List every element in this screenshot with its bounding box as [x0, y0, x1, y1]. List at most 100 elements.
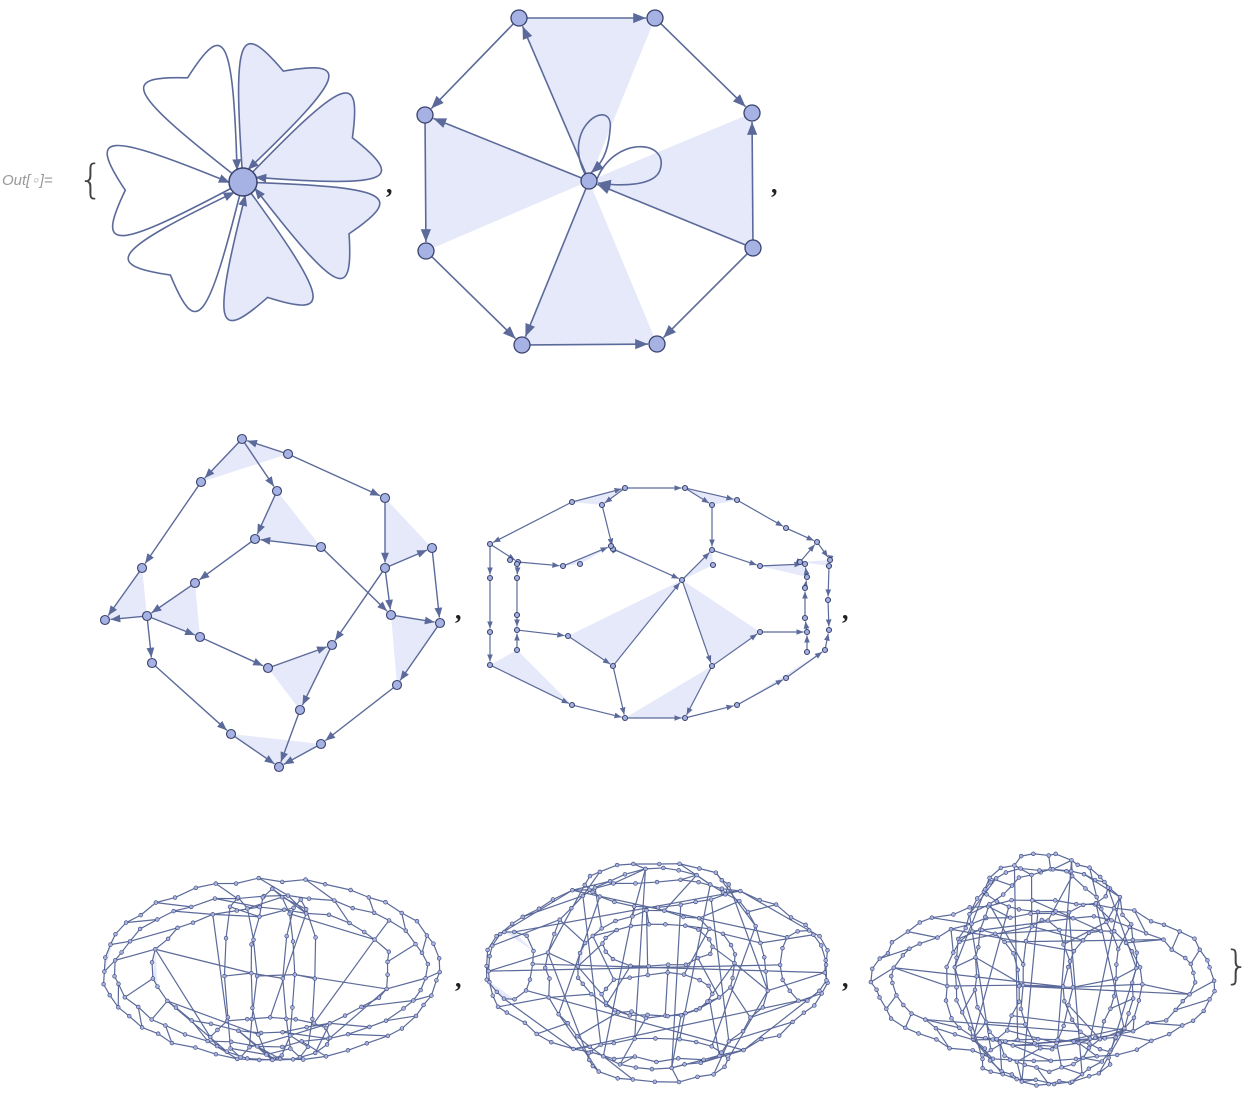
g3-vertex: [236, 433, 248, 445]
g5-edge: [325, 1049, 349, 1057]
g4-edge: [565, 546, 609, 566]
g6-vertex: [711, 1072, 716, 1077]
g5-vertex: [193, 1045, 198, 1050]
g6-vertex: [487, 979, 492, 985]
g5-vertex: [372, 937, 377, 942]
g6-vertex: [726, 1039, 732, 1044]
g5-edge: [167, 927, 178, 940]
g6-edge: [532, 963, 825, 974]
g7-edge: [1036, 1044, 1056, 1048]
g7-edge: [1168, 1024, 1183, 1035]
g7-vertex: [1046, 1081, 1051, 1087]
g7-vertex: [944, 983, 950, 989]
g5-vertex: [236, 1028, 241, 1033]
g3-edge: [144, 485, 200, 564]
g6-edge: [699, 867, 717, 874]
g6-edge: [617, 1077, 633, 1081]
g7-vertex: [1023, 1022, 1028, 1027]
g5-edge: [352, 907, 375, 914]
g6-edge: [630, 923, 650, 927]
g7-vertex: [1055, 1037, 1060, 1042]
g7-edge: [1095, 903, 1125, 1030]
g5-edge: [260, 1031, 283, 1034]
g7-vertex: [1087, 1036, 1093, 1041]
g6-edge: [738, 900, 749, 913]
g7-vertex: [947, 1046, 952, 1051]
g7-vertex: [954, 955, 959, 960]
g7-vertex: [994, 899, 1000, 904]
g7-edge: [1071, 1019, 1081, 1033]
g7-vertex: [1053, 1044, 1059, 1049]
g6-edge: [767, 972, 825, 992]
g7-vertex: [1035, 909, 1041, 915]
g6-edge: [602, 906, 635, 1057]
g7-vertex: [891, 965, 897, 970]
g5-vertex: [313, 935, 318, 940]
g5-edge: [157, 1033, 173, 1044]
g6-edge: [497, 996, 549, 1008]
g7-edge: [925, 1018, 960, 1029]
g7-edge: [1048, 855, 1052, 870]
g6-edge: [536, 1022, 568, 1035]
g7-vertex: [1070, 1079, 1075, 1084]
g3-vertex: [294, 704, 306, 716]
g7-edge: [891, 931, 909, 943]
g5-vertex: [223, 936, 229, 941]
g6-edge: [612, 958, 631, 967]
g7-edge: [1020, 985, 1024, 1009]
g7-edge: [946, 952, 954, 968]
g5-edge: [263, 894, 289, 897]
g4-vertex: [803, 573, 811, 581]
g5-edge: [361, 997, 380, 1008]
g3-edge: [199, 541, 252, 581]
g7-vertex: [1107, 1062, 1113, 1067]
g4-edge: [683, 552, 710, 579]
g6-vertex: [654, 879, 660, 885]
g6-edge: [759, 899, 777, 906]
g6-vertex: [708, 951, 713, 957]
g5-edge: [289, 1035, 309, 1048]
g7-edge: [1010, 913, 1031, 919]
g5-edge: [212, 913, 260, 918]
g4-vertex: [733, 496, 741, 504]
g6-vertex: [575, 964, 580, 969]
g4-vertex: [506, 556, 514, 564]
g7-edge: [1005, 867, 1021, 874]
g5-edge: [266, 1047, 291, 1056]
g7-edge: [988, 903, 1024, 965]
g6-edge: [762, 990, 769, 1008]
g5-edge: [247, 896, 283, 910]
g5-vertex: [264, 1052, 269, 1057]
g5-vertex: [250, 1005, 255, 1011]
g7-edge: [976, 1007, 987, 1023]
g6-edge: [671, 1015, 682, 1069]
g5-edge: [373, 912, 390, 921]
g7-vertex: [1104, 919, 1109, 925]
g5-edge: [174, 887, 197, 899]
g7-vertex: [1091, 914, 1097, 919]
g5-edge: [225, 906, 231, 939]
g6-edge: [729, 987, 751, 1018]
g6-vertex: [683, 962, 689, 967]
g5-vertex: [364, 1041, 370, 1046]
g5-vertex: [290, 939, 296, 944]
g7-vertex: [1211, 978, 1217, 984]
g7-vertex: [933, 1025, 939, 1031]
g7-edge: [1052, 859, 1072, 870]
g5-edge: [177, 922, 194, 929]
g5-edge: [103, 959, 116, 972]
graph-2-spoke: [433, 117, 583, 180]
g5-vertex: [189, 1018, 194, 1023]
g5-edge: [270, 1016, 296, 1020]
g7-edge: [1088, 1061, 1103, 1070]
g5-vertex: [290, 1057, 296, 1062]
g6-vertex: [678, 877, 683, 882]
graph-2-edge: [529, 339, 649, 350]
g7-edge: [904, 1013, 913, 1029]
g5-edge: [137, 1006, 153, 1021]
g6-vertex: [575, 975, 581, 980]
g4-vertex: [824, 596, 832, 604]
separator-comma-6: ,: [842, 964, 849, 993]
g5-edge: [167, 1000, 259, 1036]
g3-edge: [384, 572, 393, 610]
